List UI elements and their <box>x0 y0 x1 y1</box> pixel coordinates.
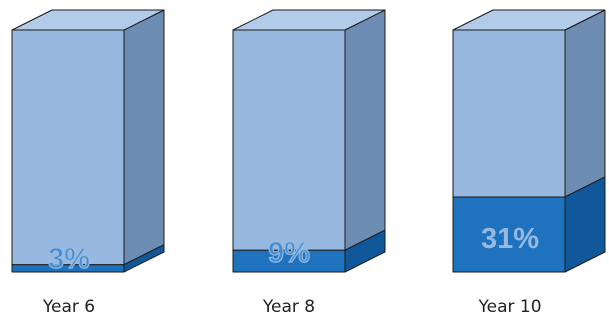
category-label-year-6: Year 6 <box>42 297 95 317</box>
value-label-year-8: 9% <box>268 237 310 269</box>
bar-empty-side-year-8 <box>344 9 386 251</box>
value-label-year-10: 31% <box>481 223 539 255</box>
bar-empty-side-year-6 <box>123 9 165 266</box>
bar-top-year-8 <box>232 9 386 31</box>
bar-fill-side-year-6 <box>123 244 165 273</box>
category-label-year-8: Year 8 <box>262 297 315 317</box>
bar-empty-front-year-10 <box>452 29 566 198</box>
bar-empty-side-year-10 <box>564 9 606 198</box>
category-label-year-10: Year 10 <box>477 297 541 317</box>
bar-fill-side-year-8 <box>344 229 386 273</box>
bars-group <box>11 9 606 273</box>
value-labels-group: 3% 9% 31% <box>47 223 539 276</box>
category-labels-group: Year 6 Year 8 Year 10 <box>42 297 542 317</box>
bar-empty-front-year-6 <box>11 29 125 266</box>
bar-top-year-6 <box>11 9 165 31</box>
bar-fill-side-year-10 <box>564 176 606 273</box>
bar-top-year-10 <box>452 9 606 31</box>
value-label-year-6: 3% <box>48 243 90 275</box>
bar-empty-front-year-8 <box>232 29 346 251</box>
